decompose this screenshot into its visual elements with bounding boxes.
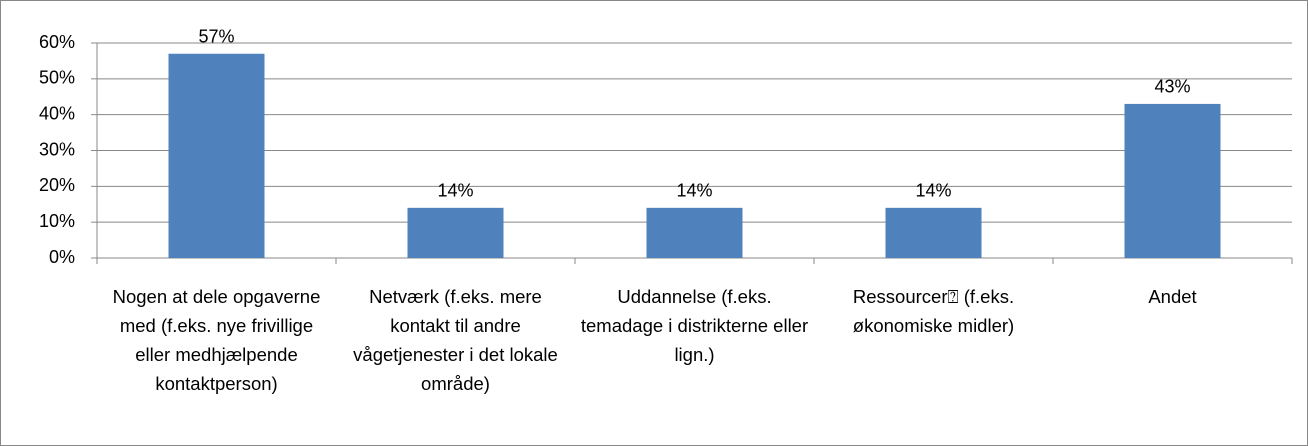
bar — [168, 53, 265, 258]
y-tick-label: 40% — [39, 103, 75, 123]
y-tick-label: 50% — [39, 68, 75, 88]
data-label: 57% — [198, 27, 234, 47]
bar — [1124, 103, 1221, 259]
bar — [407, 207, 504, 258]
bar — [885, 207, 982, 258]
y-tick-label: 60% — [39, 32, 75, 52]
x-tick-label: Uddannelse (f.eks. temadage i distrikter… — [580, 286, 809, 365]
bar — [646, 207, 743, 258]
x-tick-label: Ressourcer⍰ (f.eks. økonomiske midler) — [852, 286, 1015, 336]
data-label: 14% — [437, 181, 473, 201]
data-label: 14% — [676, 181, 712, 201]
data-label: 43% — [1154, 77, 1190, 97]
y-tick-label: 0% — [49, 247, 75, 267]
y-tick-label: 10% — [39, 211, 75, 231]
x-tick-label: Netværk (f.eks. mere kontakt til andre v… — [353, 286, 558, 394]
x-tick-label: Andet — [1148, 286, 1197, 307]
y-tick-label: 30% — [39, 139, 75, 159]
x-tick-label: Nogen at dele opgaverne med (f.eks. nye … — [112, 286, 321, 394]
y-tick-label: 20% — [39, 175, 75, 195]
data-label: 14% — [915, 181, 951, 201]
